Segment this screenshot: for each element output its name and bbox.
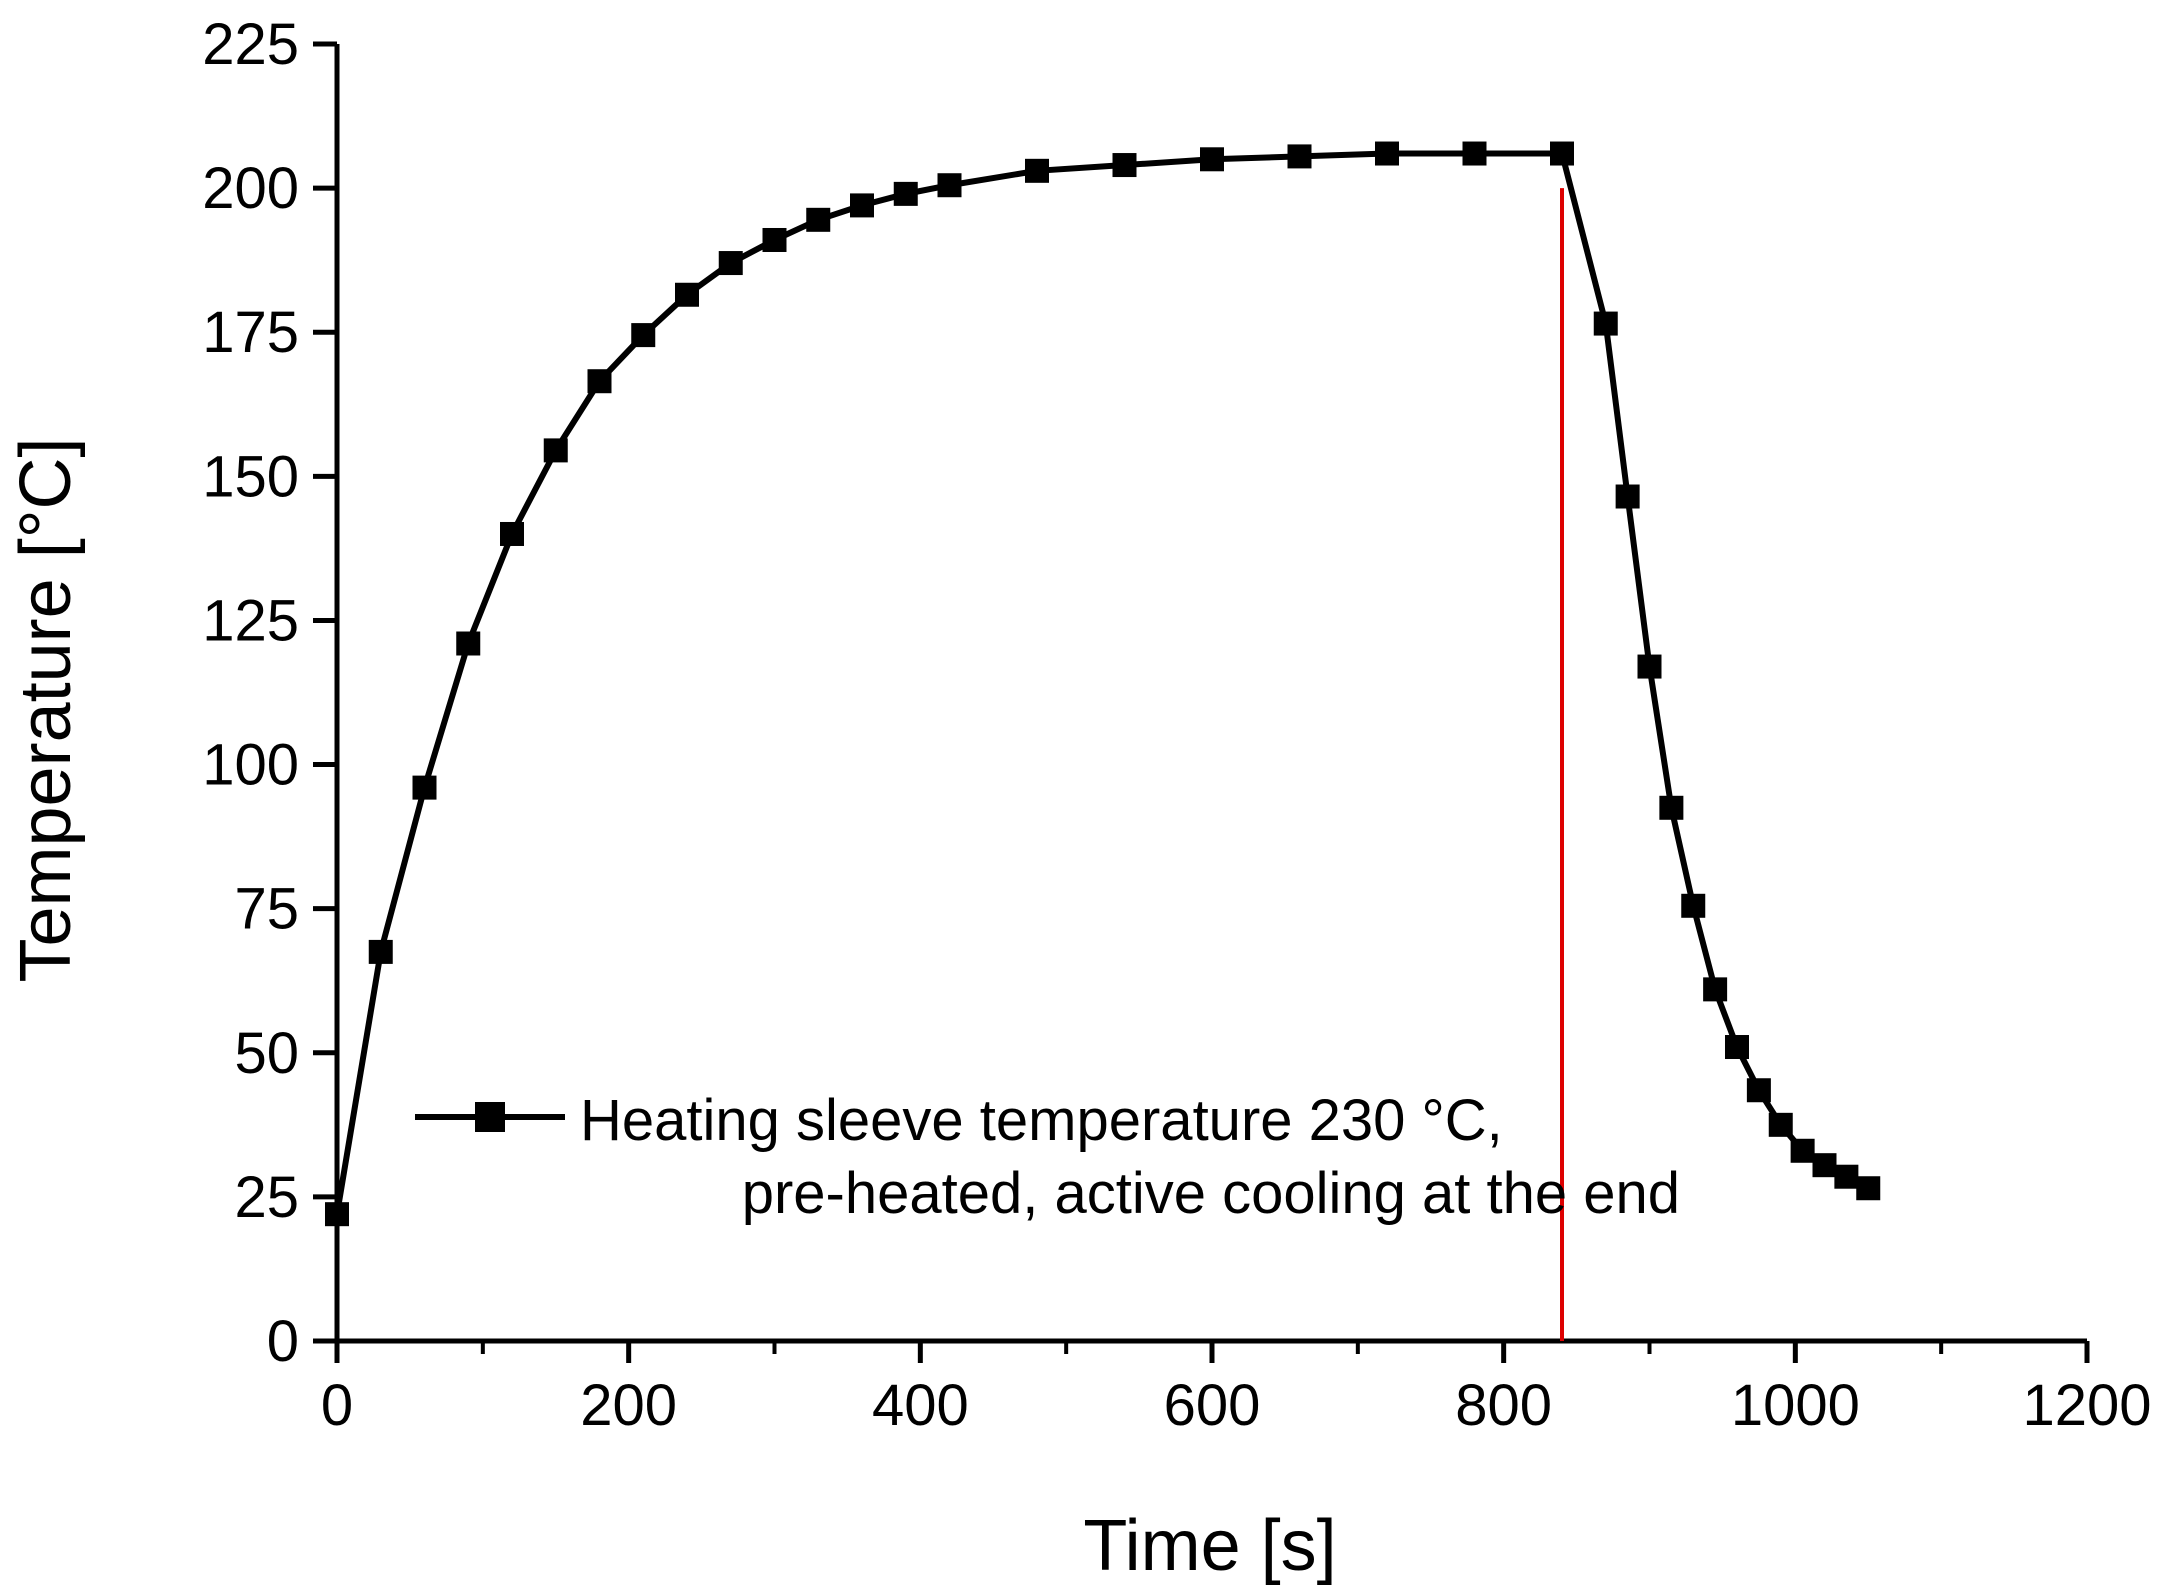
data-point (587, 369, 612, 394)
data-point (1287, 144, 1312, 169)
data-point (1200, 147, 1224, 172)
x-tick-label: 1000 (1731, 1373, 1860, 1438)
data-point (368, 939, 393, 964)
data-point (1375, 141, 1399, 166)
data-point (412, 775, 437, 800)
data-point (850, 193, 874, 218)
x-tick-label: 0 (321, 1373, 353, 1438)
data-point (893, 181, 918, 206)
y-axis-title: Temperature [°C] (6, 438, 86, 983)
data-point (1790, 1138, 1815, 1163)
axes: 0 200 400 600 800 1000 1200 0 25 50 75 100 125 150 175… (202, 12, 2151, 1438)
y-tick-label: 225 (202, 12, 299, 77)
series (325, 141, 1881, 1227)
data-point (762, 227, 787, 252)
x-tick-label: 600 (1164, 1373, 1261, 1438)
series-line (334, 150, 1870, 1215)
data-point (325, 1202, 349, 1227)
data-point (1112, 153, 1137, 178)
y-tick-label: 0 (267, 1309, 299, 1374)
data-point (937, 173, 962, 198)
data-point (1725, 1035, 1749, 1060)
y-tick-label: 100 (202, 733, 299, 798)
x-tick-label: 400 (872, 1373, 969, 1438)
y-tick-label: 75 (234, 877, 299, 942)
legend-label-line1: Heating sleeve temperature 230 °C, (580, 1088, 1503, 1153)
data-point (1637, 654, 1662, 679)
data-point (1025, 158, 1049, 183)
data-point (1615, 484, 1640, 509)
data-point (1462, 141, 1487, 166)
x-tick-label: 200 (580, 1373, 677, 1438)
y-tick-label: 50 (234, 1021, 299, 1086)
data-point (1681, 893, 1706, 918)
y-tick-label: 150 (202, 444, 299, 509)
x-axis-title: Time [s] (1083, 1506, 1336, 1586)
legend-marker (475, 1102, 505, 1132)
data-point (631, 323, 656, 348)
y-tick-label: 25 (234, 1165, 299, 1230)
data-point (543, 438, 568, 463)
x-tick-label: 1200 (2022, 1373, 2151, 1438)
legend: Heating sleeve temperature 230 °C, pre-h… (415, 1088, 1680, 1226)
data-point (1746, 1078, 1771, 1103)
y-tick-label: 125 (202, 588, 299, 653)
data-point (675, 282, 699, 307)
x-tick-label: 800 (1455, 1373, 1552, 1438)
y-tick-label: 200 (202, 156, 299, 221)
data-point (1550, 141, 1574, 166)
data-point (1703, 977, 1728, 1002)
data-point (718, 251, 743, 276)
data-point (1856, 1176, 1881, 1201)
data-point (806, 207, 831, 232)
data-point (1812, 1153, 1837, 1178)
data-point (1659, 795, 1684, 820)
data-point (500, 521, 524, 546)
data-point (456, 631, 481, 656)
data-point (1593, 311, 1618, 336)
legend-label-line2: pre-heated, active cooling at the end (742, 1161, 1680, 1226)
y-tick-label: 175 (202, 300, 299, 365)
data-point (1834, 1164, 1859, 1189)
data-point (1768, 1112, 1793, 1137)
